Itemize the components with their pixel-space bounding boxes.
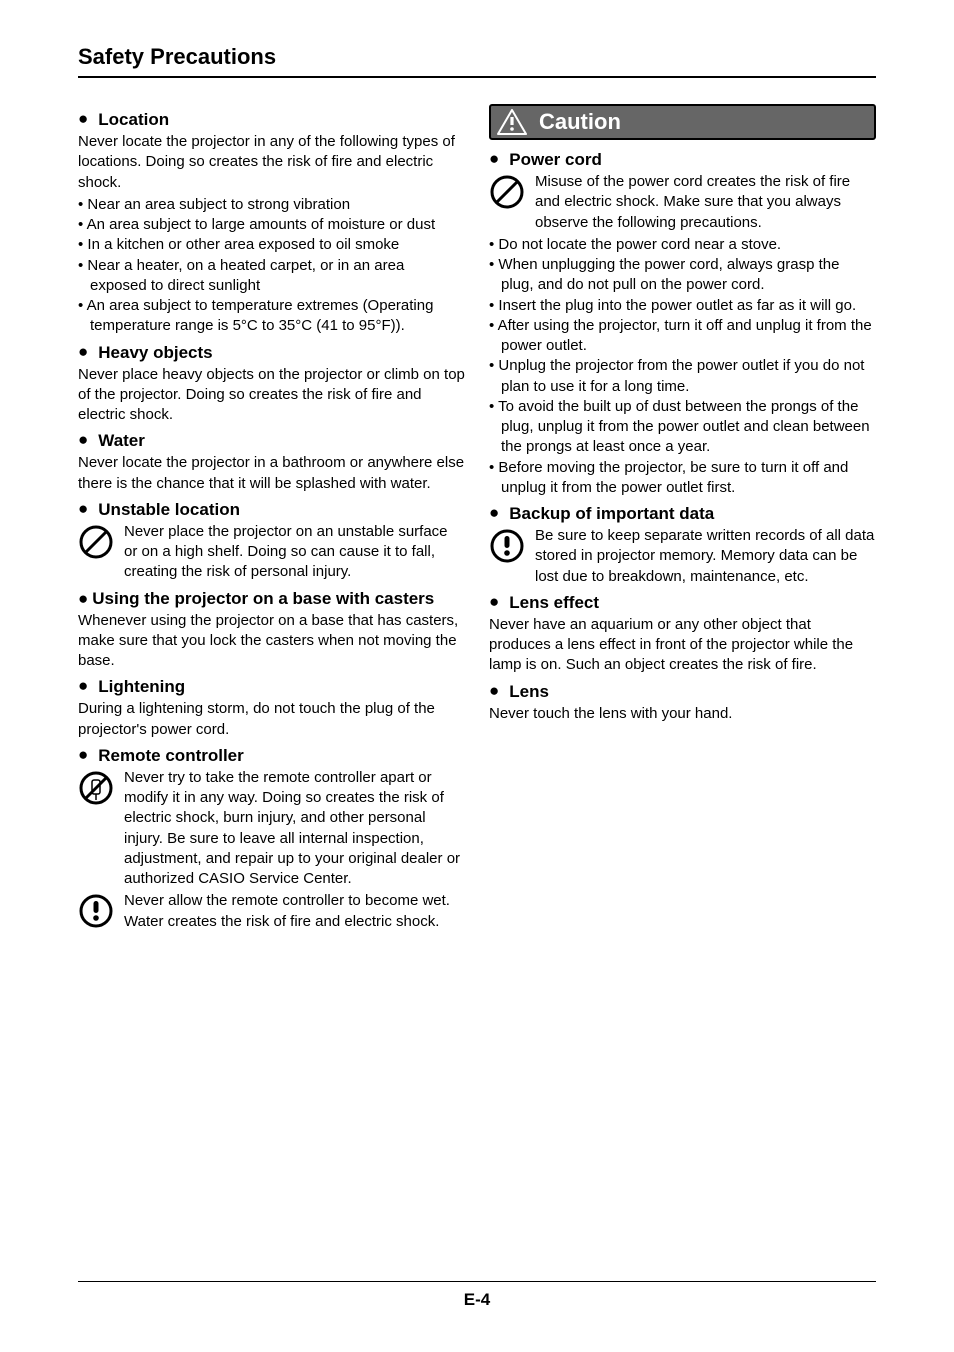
remote-text-2: Never allow the remote controller to bec… (124, 891, 465, 932)
lens-text: Never touch the lens with your hand. (489, 704, 876, 724)
title-rule (78, 76, 876, 78)
heading-label: Power cord (509, 150, 602, 170)
prohibit-icon (489, 174, 525, 210)
heading-label: Remote controller (98, 746, 243, 766)
list-item: In a kitchen or other area exposed to oi… (78, 235, 465, 255)
list-item: When unplugging the power cord, always g… (489, 255, 876, 296)
heading-location: ● Location (78, 110, 465, 130)
heading-bullet: ● (489, 593, 499, 610)
footer: E-4 (0, 1281, 954, 1310)
heading-water: ● Water (78, 431, 465, 451)
list-item: Near a heater, on a heated carpet, or in… (78, 256, 465, 297)
attention-circle-icon (489, 528, 525, 564)
backup-block: Be sure to keep separate written records… (489, 526, 876, 587)
attention-circle-icon (78, 893, 114, 929)
heading-label: Heavy objects (98, 343, 212, 363)
columns: ● Location Never locate the projector in… (78, 104, 876, 934)
remote-block-1: Never try to take the remote controller … (78, 768, 465, 890)
list-item: An area subject to temperature extremes … (78, 296, 465, 337)
power-bullets: Do not locate the power cord near a stov… (489, 235, 876, 498)
unstable-text: Never place the projector on an unstable… (124, 522, 465, 583)
heading-bullet: ● (78, 589, 88, 608)
heading-power: ● Power cord (489, 150, 876, 170)
heading-bullet: ● (489, 682, 499, 699)
heading-lightening: ● Lightening (78, 677, 465, 697)
location-intro: Never locate the projector in any of the… (78, 132, 465, 193)
heading-bullet: ● (78, 431, 88, 448)
location-bullets: Near an area subject to strong vibration… (78, 195, 465, 337)
heading-backup: ● Backup of important data (489, 504, 876, 524)
heading-bullet: ● (78, 343, 88, 360)
list-item: To avoid the built up of dust between th… (489, 397, 876, 458)
heading-bullet: ● (78, 500, 88, 517)
heading-casters: ●Using the projector on a base with cast… (78, 589, 465, 609)
power-intro-block: Misuse of the power cord creates the ris… (489, 172, 876, 233)
heading-label: Location (98, 110, 169, 130)
remote-block-2: Never allow the remote controller to bec… (78, 891, 465, 932)
list-item: Do not locate the power cord near a stov… (489, 235, 876, 255)
heading-label: Backup of important data (509, 504, 714, 524)
caution-label: Caution (539, 109, 621, 135)
heading-bullet: ● (489, 504, 499, 521)
heading-bullet: ● (78, 677, 88, 694)
list-item: Before moving the projector, be sure to … (489, 458, 876, 499)
heading-label: Using the projector on a base with caste… (92, 589, 434, 608)
list-item: After using the projector, turn it off a… (489, 316, 876, 357)
remote-text-1: Never try to take the remote controller … (124, 768, 465, 890)
heading-label: Water (98, 431, 145, 451)
list-item: Insert the plug into the power outlet as… (489, 296, 876, 316)
caution-box: Caution (489, 104, 876, 140)
backup-text: Be sure to keep separate written records… (535, 526, 876, 587)
page-title: Safety Precautions (78, 44, 876, 70)
heading-label: Lightening (98, 677, 185, 697)
unstable-block: Never place the projector on an unstable… (78, 522, 465, 583)
heading-lens: ● Lens (489, 682, 876, 702)
heading-label: Lens (509, 682, 549, 702)
heading-bullet: ● (78, 110, 88, 127)
heavy-text: Never place heavy objects on the project… (78, 365, 465, 426)
heading-lens-effect: ● Lens effect (489, 593, 876, 613)
list-item: Unplug the projector from the power outl… (489, 356, 876, 397)
heading-label: Lens effect (509, 593, 599, 613)
left-column: ● Location Never locate the projector in… (78, 104, 465, 934)
heading-bullet: ● (78, 746, 88, 763)
warning-triangle-icon (497, 109, 527, 135)
page-number: E-4 (464, 1290, 490, 1309)
casters-text: Whenever using the projector on a base t… (78, 611, 465, 672)
page: Safety Precautions ● Location Never loca… (0, 0, 954, 1352)
lens-effect-text: Never have an aquarium or any other obje… (489, 615, 876, 676)
power-intro: Misuse of the power cord creates the ris… (535, 172, 876, 233)
no-disassemble-icon (78, 770, 114, 806)
water-text: Never locate the projector in a bathroom… (78, 453, 465, 494)
heading-unstable: ● Unstable location (78, 500, 465, 520)
heading-heavy: ● Heavy objects (78, 343, 465, 363)
heading-bullet: ● (489, 150, 499, 167)
heading-label: Unstable location (98, 500, 240, 520)
list-item: Near an area subject to strong vibration (78, 195, 465, 215)
list-item: An area subject to large amounts of mois… (78, 215, 465, 235)
prohibit-icon (78, 524, 114, 560)
footer-rule (78, 1281, 876, 1282)
heading-remote: ● Remote controller (78, 746, 465, 766)
right-column: Caution ● Power cord Misuse of the power… (489, 104, 876, 934)
lightening-text: During a lightening storm, do not touch … (78, 699, 465, 740)
